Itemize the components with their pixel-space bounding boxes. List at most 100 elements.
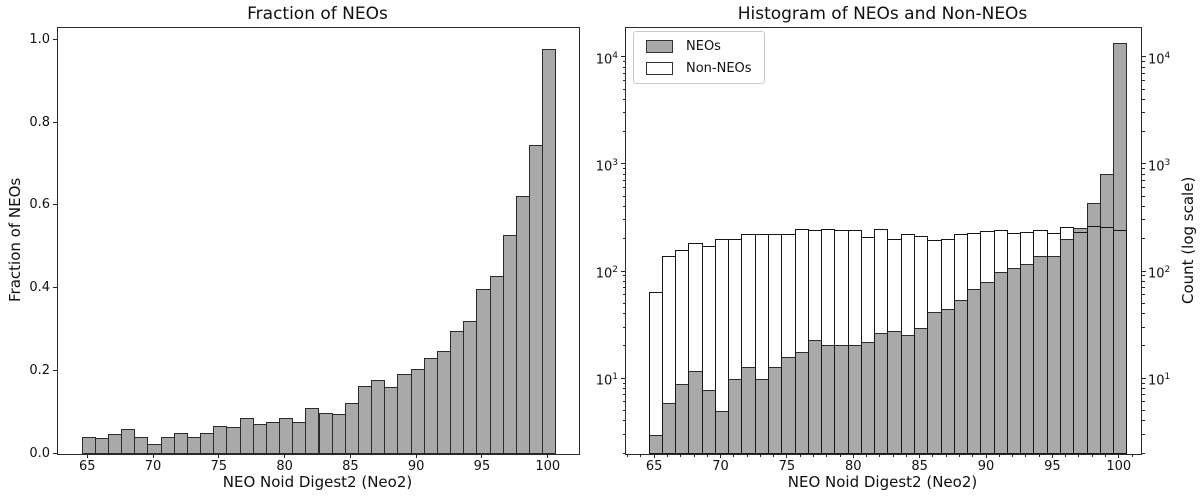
fraction-bar (252, 423, 267, 454)
y-minor-tick (1142, 294, 1145, 296)
y-tick-label: 1.0 (29, 31, 50, 47)
x-minor-tick (892, 454, 894, 457)
non-neo-count-bar (701, 246, 716, 454)
y-tick-label: 0.8 (29, 114, 50, 130)
non-neo-count-bar (1060, 226, 1075, 454)
x-minor-tick (998, 454, 1000, 457)
y-tick-label: 0.0 (29, 445, 50, 461)
y-minor-tick (1142, 66, 1145, 68)
fraction-bar (344, 402, 359, 454)
non-neo-count-bar (927, 240, 942, 454)
x-tick-label: 95 (473, 459, 491, 474)
legend-swatch-non-neos (646, 62, 673, 75)
non-neo-count-bar (847, 230, 862, 454)
non-neo-count-bar (940, 238, 955, 454)
y-major-tick (53, 452, 57, 454)
fraction-bar (186, 436, 202, 454)
fraction-bar (239, 418, 254, 454)
y-minor-tick (622, 280, 625, 282)
y-minor-tick (1142, 345, 1145, 347)
x-minor-tick (1131, 454, 1133, 457)
log-y-tick-label: 101 (595, 372, 618, 389)
non-neo-count-bar (675, 250, 690, 454)
left-x-axis-label: NEO Noid Digest2 (Neo2) (222, 473, 413, 491)
y-minor-tick (622, 238, 625, 240)
non-neo-count-bar (794, 228, 809, 454)
y-minor-tick (622, 206, 625, 208)
fraction-bar (134, 436, 149, 454)
y-minor-tick (622, 433, 625, 435)
non-neo-count-bar (860, 237, 876, 454)
non-neo-count-bar (1099, 226, 1115, 454)
fraction-bar (515, 195, 530, 454)
non-neo-count-bar (781, 233, 796, 454)
right-chart-title: Histogram of NEOs and Non-NEOs (737, 4, 1028, 24)
y-minor-tick (622, 452, 625, 454)
y-minor-tick (1142, 72, 1145, 74)
y-minor-tick (622, 112, 625, 114)
y-minor-tick (622, 98, 625, 100)
y-major-tick (1142, 377, 1146, 379)
fraction-bar (121, 428, 136, 454)
x-tick-label: 95 (1044, 459, 1061, 474)
x-tick-label: 70 (144, 459, 162, 474)
fraction-bar (357, 385, 373, 454)
fraction-bar (292, 421, 307, 454)
x-tick-label: 80 (845, 459, 862, 474)
x-minor-tick (958, 454, 960, 457)
y-minor-tick (1142, 280, 1145, 282)
x-major-tick (415, 454, 417, 458)
fraction-bar (463, 320, 478, 454)
fraction-bar (489, 275, 504, 454)
y-minor-tick (622, 420, 625, 422)
y-major-tick (1142, 56, 1146, 58)
y-tick-label: 0.4 (29, 280, 50, 296)
non-neo-count-bar (914, 236, 929, 454)
non-neo-count-bar (953, 234, 969, 454)
left-plot-area (57, 27, 580, 455)
y-minor-tick (1142, 326, 1145, 328)
fraction-bar (529, 145, 544, 454)
y-minor-tick (1142, 112, 1145, 114)
fraction-bar (410, 368, 425, 454)
y-minor-tick (1142, 173, 1145, 175)
fraction-bar (318, 413, 333, 454)
log-y-tick-label: 104 (595, 50, 618, 68)
fraction-bar (81, 437, 96, 454)
fraction-bar (94, 438, 109, 454)
y-minor-tick (1142, 420, 1145, 422)
x-minor-tick (799, 454, 801, 457)
x-tick-label: 65 (78, 459, 96, 474)
y-minor-tick (1142, 394, 1145, 396)
x-minor-tick (1025, 454, 1027, 457)
fraction-bar (450, 331, 465, 454)
y-minor-tick (1142, 88, 1145, 90)
y-minor-tick (622, 401, 625, 403)
x-major-tick (653, 454, 655, 458)
non-neo-count-bar (1086, 225, 1101, 454)
x-minor-tick (879, 454, 881, 457)
y-minor-tick (622, 275, 625, 277)
log-y-tick-label-right: 104 (1148, 50, 1171, 68)
y-minor-tick (622, 313, 625, 315)
x-minor-tick (1104, 454, 1106, 457)
y-minor-tick (622, 345, 625, 347)
non-neo-count-bar (714, 238, 730, 454)
fraction-bar (213, 426, 228, 454)
x-minor-tick (640, 454, 642, 457)
x-minor-tick (1012, 454, 1014, 457)
y-minor-tick (622, 72, 625, 74)
fraction-bar (542, 48, 557, 454)
x-tick-label: 100 (1106, 459, 1132, 474)
non-neo-count-bar (1113, 229, 1128, 454)
legend: NEOs Non-NEOs (633, 31, 765, 84)
x-major-tick (1118, 454, 1120, 458)
legend-item-neos: NEOs (646, 39, 752, 54)
x-minor-tick (1038, 454, 1040, 457)
non-neo-count-bar (688, 242, 703, 454)
x-tick-label: 70 (712, 459, 729, 474)
non-neo-count-bar (648, 292, 663, 454)
non-neo-count-bar (728, 238, 743, 454)
x-tick-label: 90 (407, 459, 425, 474)
non-neo-count-bar (980, 230, 995, 454)
